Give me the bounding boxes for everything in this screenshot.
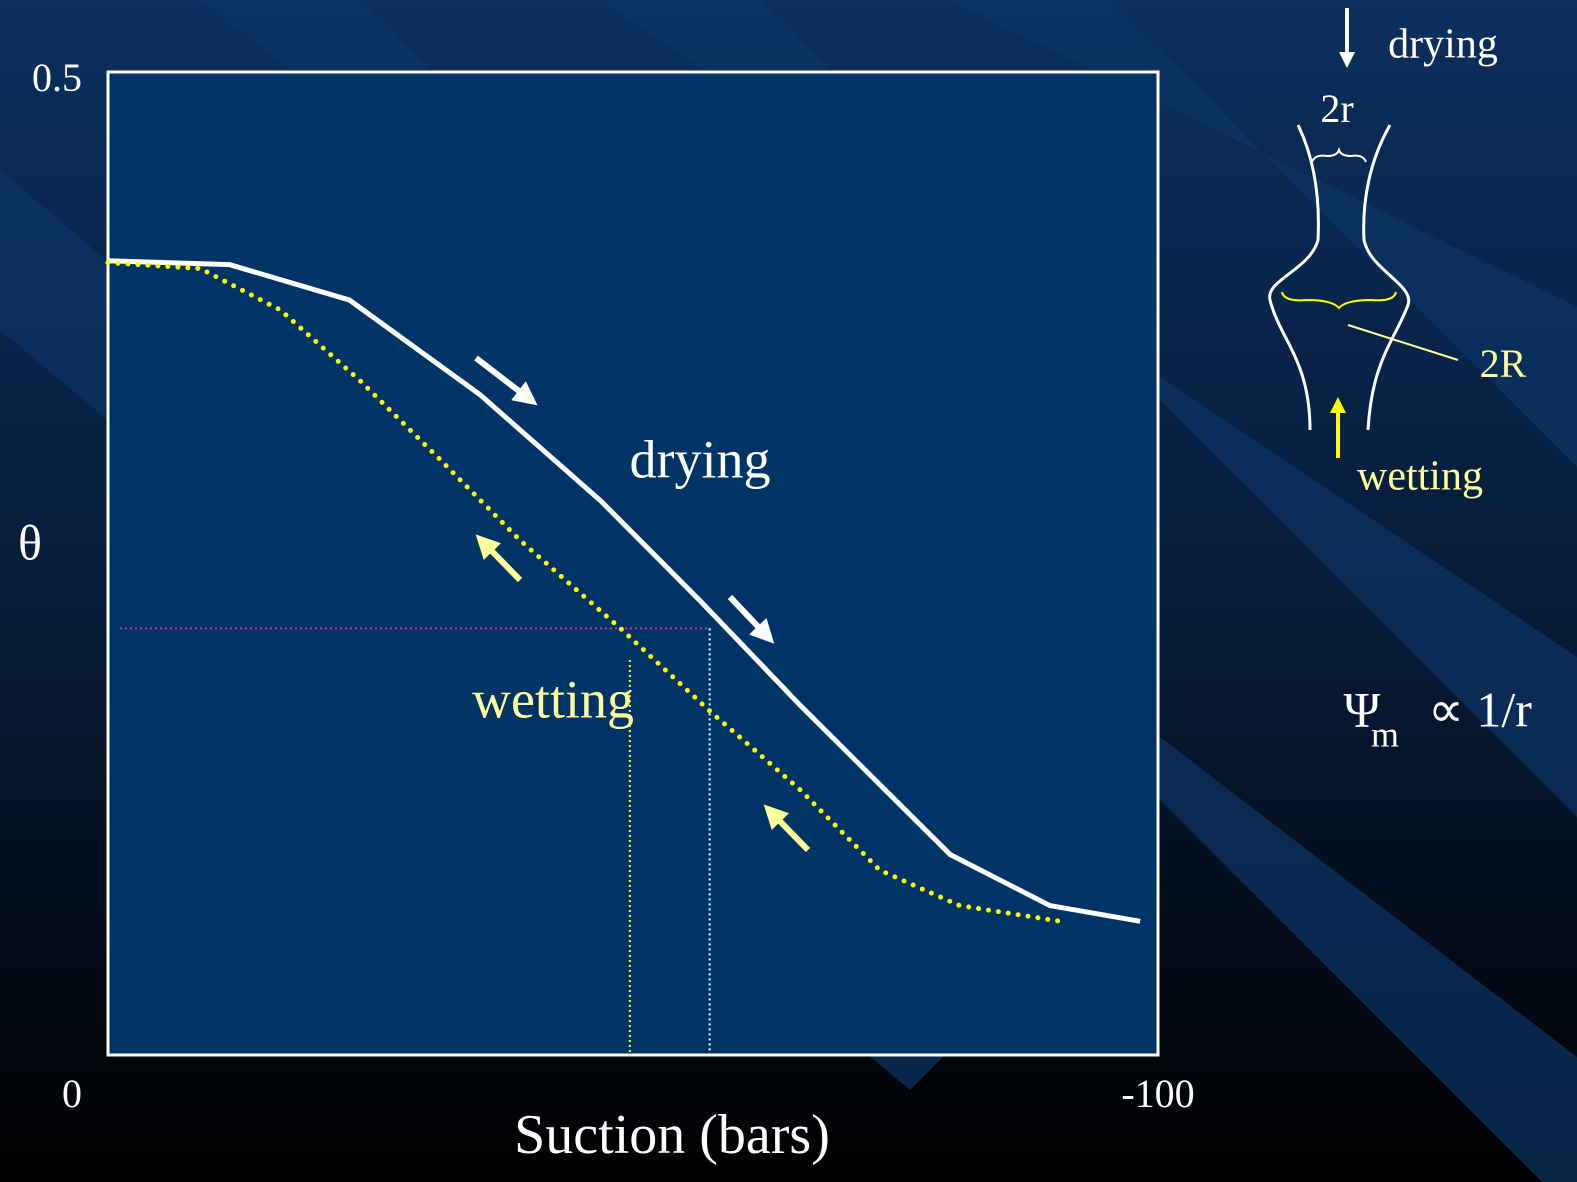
y-tick-label: 0.5 <box>32 55 82 100</box>
y-axis-label: θ <box>18 514 42 570</box>
x-axis-label: Suction (bars) <box>514 1104 830 1166</box>
diagram-2r: 2r <box>1320 86 1353 131</box>
formula-subscript: m <box>1371 714 1399 754</box>
series-label: wetting <box>472 669 634 729</box>
diagram-drying: drying <box>1388 22 1498 68</box>
slide: 0 -100 0.5 drying wetting θ Suction (bars) d… <box>0 0 1577 1182</box>
plot-area <box>108 72 1158 1055</box>
diagram-wetting: wetting <box>1357 454 1483 500</box>
formula-rest: ∝ 1/r <box>1428 681 1532 737</box>
x-tick-label: 0 <box>62 1071 82 1116</box>
x-tick-label: -100 <box>1121 1071 1194 1116</box>
series-label: drying <box>630 429 771 489</box>
diagram-2R: 2R <box>1480 341 1527 386</box>
